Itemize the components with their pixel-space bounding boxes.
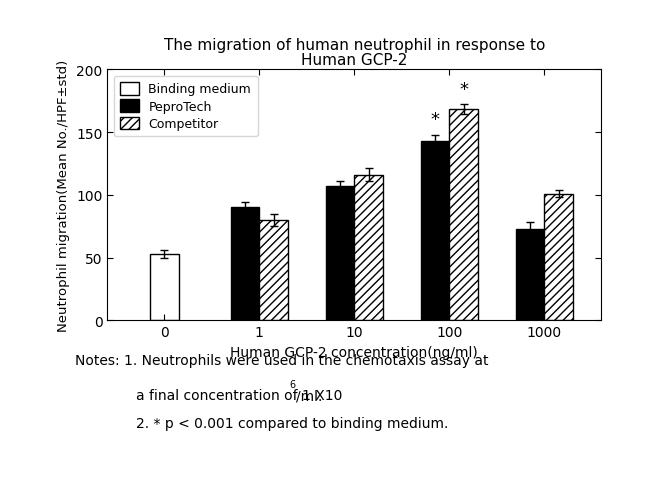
Bar xyxy=(231,208,259,321)
Bar xyxy=(421,141,449,321)
Bar xyxy=(515,229,544,321)
Text: *: * xyxy=(430,111,439,129)
Bar xyxy=(449,110,478,321)
Bar xyxy=(259,220,288,321)
Bar xyxy=(150,255,179,321)
Text: *: * xyxy=(459,81,468,99)
Text: The migration of human neutrophil in response to: The migration of human neutrophil in res… xyxy=(164,38,545,53)
Bar xyxy=(544,194,573,321)
Text: /ml.: /ml. xyxy=(296,388,322,402)
Bar xyxy=(354,175,383,321)
X-axis label: Human GCP-2 concentration(ng/ml): Human GCP-2 concentration(ng/ml) xyxy=(230,345,478,359)
Text: Notes: 1. Neutrophils were used in the chemotaxis assay at: Notes: 1. Neutrophils were used in the c… xyxy=(75,353,488,367)
Y-axis label: Neutrophil migration(Mean No./HPF±std): Neutrophil migration(Mean No./HPF±std) xyxy=(57,60,70,331)
Text: a final concentration of 1 X10: a final concentration of 1 X10 xyxy=(136,388,347,402)
Text: Human GCP-2: Human GCP-2 xyxy=(301,53,408,68)
Bar xyxy=(326,186,354,321)
Text: 2. * p < 0.001 compared to binding medium.: 2. * p < 0.001 compared to binding mediu… xyxy=(136,416,449,430)
Legend: Binding medium, PeproTech, Competitor: Binding medium, PeproTech, Competitor xyxy=(114,76,257,137)
Text: 6: 6 xyxy=(289,379,295,389)
